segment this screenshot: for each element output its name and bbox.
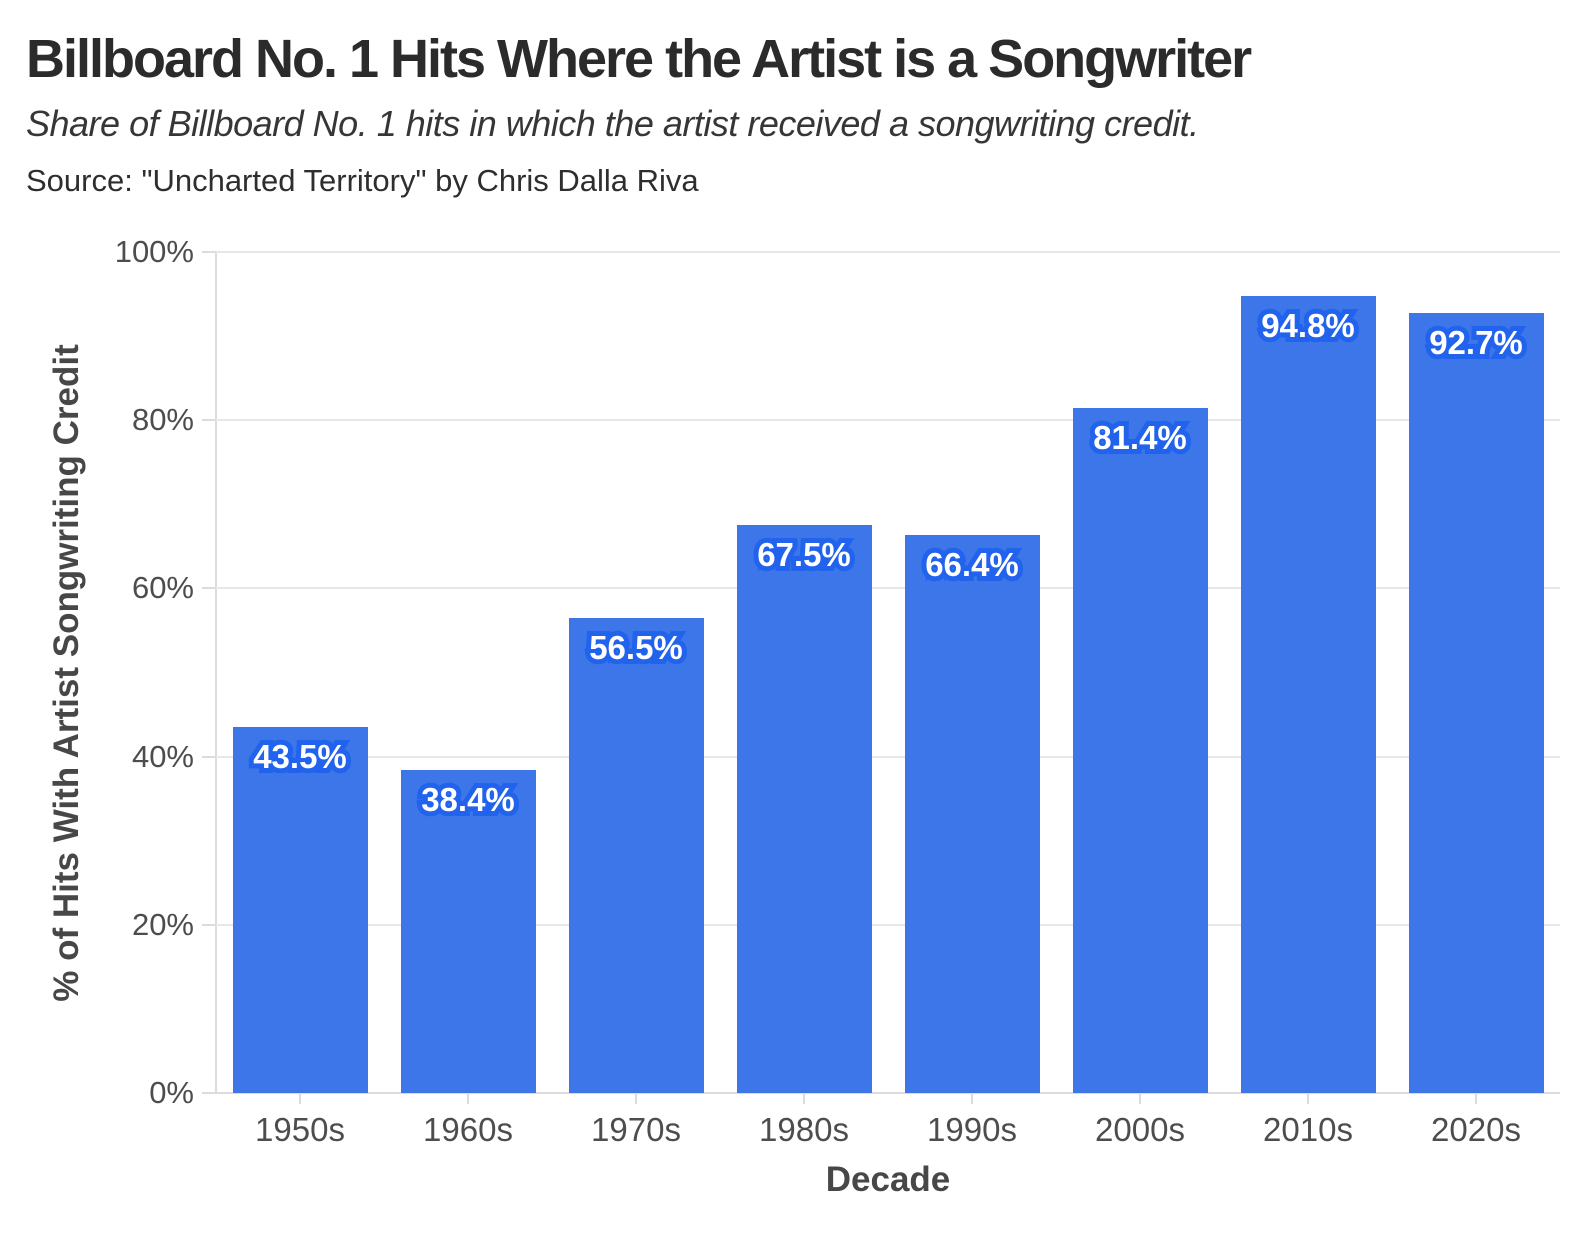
x-tick-label: 1950s <box>255 1111 345 1148</box>
y-tick-40 <box>202 755 216 758</box>
y-tick-100 <box>202 251 216 253</box>
bar-value-label: 81.4% 81.4% <box>1073 414 1208 461</box>
bar-value-label-text: 67.5% <box>757 536 851 574</box>
x-tick-label: 1990s <box>927 1111 1017 1148</box>
bar-value-label-outline: 94.8% <box>1256 302 1360 349</box>
y-tick-label: 60% <box>131 570 194 606</box>
bar-value-label-outline: 66.4% <box>920 541 1024 588</box>
x-tick-label: 2010s <box>1263 1111 1353 1148</box>
bar-2000s: 81.4% 81.4% <box>1072 408 1208 1093</box>
bar-value-label-text: 38.4% <box>421 781 515 819</box>
x-axis-title: Decade <box>825 1160 951 1199</box>
y-tick-20 <box>202 923 216 926</box>
plot-area: 43.5% 43.5% 38.4% 38.4% 56.5% 56.5% 67.5% 67.5%… <box>215 251 1560 1094</box>
x-tick-1990s <box>971 1093 973 1104</box>
chart-subtitle: Share of Billboard No. 1 hits in which t… <box>26 103 1199 144</box>
y-axis-title-wrap: % of Hits With Artist Songwriting Credit <box>32 252 102 1093</box>
gridline-60 <box>216 587 1560 590</box>
gridline-20 <box>216 923 1560 926</box>
y-tick-label: 0% <box>149 1075 194 1110</box>
x-tick-label: 1960s <box>423 1111 513 1148</box>
bar-value-label-outline: 92.7% <box>1424 319 1528 366</box>
x-tick-2000s <box>1139 1093 1141 1104</box>
x-axis-line <box>216 1092 1560 1094</box>
y-tick-label: 20% <box>131 906 194 942</box>
gridline-100 <box>216 251 1560 253</box>
x-tick-1980s <box>803 1093 805 1104</box>
y-tick-60 <box>202 587 216 590</box>
bar-2020s: 92.7% 92.7% <box>1408 313 1544 1093</box>
bar-value-label: 94.8% 94.8% <box>1241 302 1376 349</box>
bar-1970s: 56.5% 56.5% <box>568 617 704 1093</box>
bar-value-label-outline: 56.5% <box>584 624 688 671</box>
x-tick-label: 1970s <box>591 1111 681 1148</box>
bar-1950s: 43.5% 43.5% <box>232 727 368 1093</box>
gridline-80 <box>216 419 1560 422</box>
bar-value-label-text: 43.5% <box>253 738 347 776</box>
x-tick-label: 1980s <box>759 1111 849 1148</box>
y-tick-label: 40% <box>131 738 194 774</box>
bar-1980s: 67.5% 67.5% <box>736 525 872 1093</box>
gridline-40 <box>216 755 1560 758</box>
x-tick-1970s <box>635 1093 637 1104</box>
bar-value-label-text: 81.4% <box>1093 419 1187 457</box>
x-tick-label: 2020s <box>1431 1111 1521 1148</box>
y-tick-label: 100% <box>114 234 194 269</box>
chart-source-note: Source: "Uncharted Territory" by Chris D… <box>26 163 699 198</box>
x-tick-2020s <box>1475 1093 1477 1104</box>
bar-value-label-text: 56.5% <box>589 628 683 666</box>
bar-value-label: 43.5% 43.5% <box>233 733 368 780</box>
bar-value-label-text: 92.7% <box>1429 324 1523 362</box>
x-tick-2010s <box>1307 1093 1309 1104</box>
bar-value-label-outline: 81.4% <box>1088 414 1192 461</box>
bar-value-label: 38.4% 38.4% <box>401 776 536 823</box>
y-axis-line <box>215 252 217 1093</box>
bar-value-label-outline: 38.4% <box>416 776 520 823</box>
bar-2010s: 94.8% 94.8% <box>1240 295 1376 1093</box>
bar-1990s: 66.4% 66.4% <box>904 534 1040 1093</box>
bar-value-label-text: 94.8% <box>1261 306 1355 344</box>
x-tick-1950s <box>299 1093 301 1104</box>
chart-title: Billboard No. 1 Hits Where the Artist is… <box>26 29 1252 89</box>
bar-value-label-outline: 43.5% <box>248 733 352 780</box>
bar-value-label: 56.5% 56.5% <box>569 624 704 671</box>
bar-value-label: 92.7% 92.7% <box>1409 319 1544 366</box>
bar-1960s: 38.4% 38.4% <box>400 770 536 1093</box>
y-axis-title: % of Hits With Artist Songwriting Credit <box>47 343 87 1002</box>
bar-value-label-outline: 67.5% <box>752 531 856 578</box>
y-tick-label: 80% <box>131 402 194 438</box>
y-tick-0 <box>202 1092 216 1094</box>
x-tick-1960s <box>467 1093 469 1104</box>
x-tick-label: 2000s <box>1095 1111 1185 1148</box>
bar-value-label: 66.4% 66.4% <box>905 541 1040 588</box>
y-tick-80 <box>202 419 216 422</box>
bar-value-label: 67.5% 67.5% <box>737 531 872 578</box>
bar-value-label-text: 66.4% <box>925 545 1019 583</box>
